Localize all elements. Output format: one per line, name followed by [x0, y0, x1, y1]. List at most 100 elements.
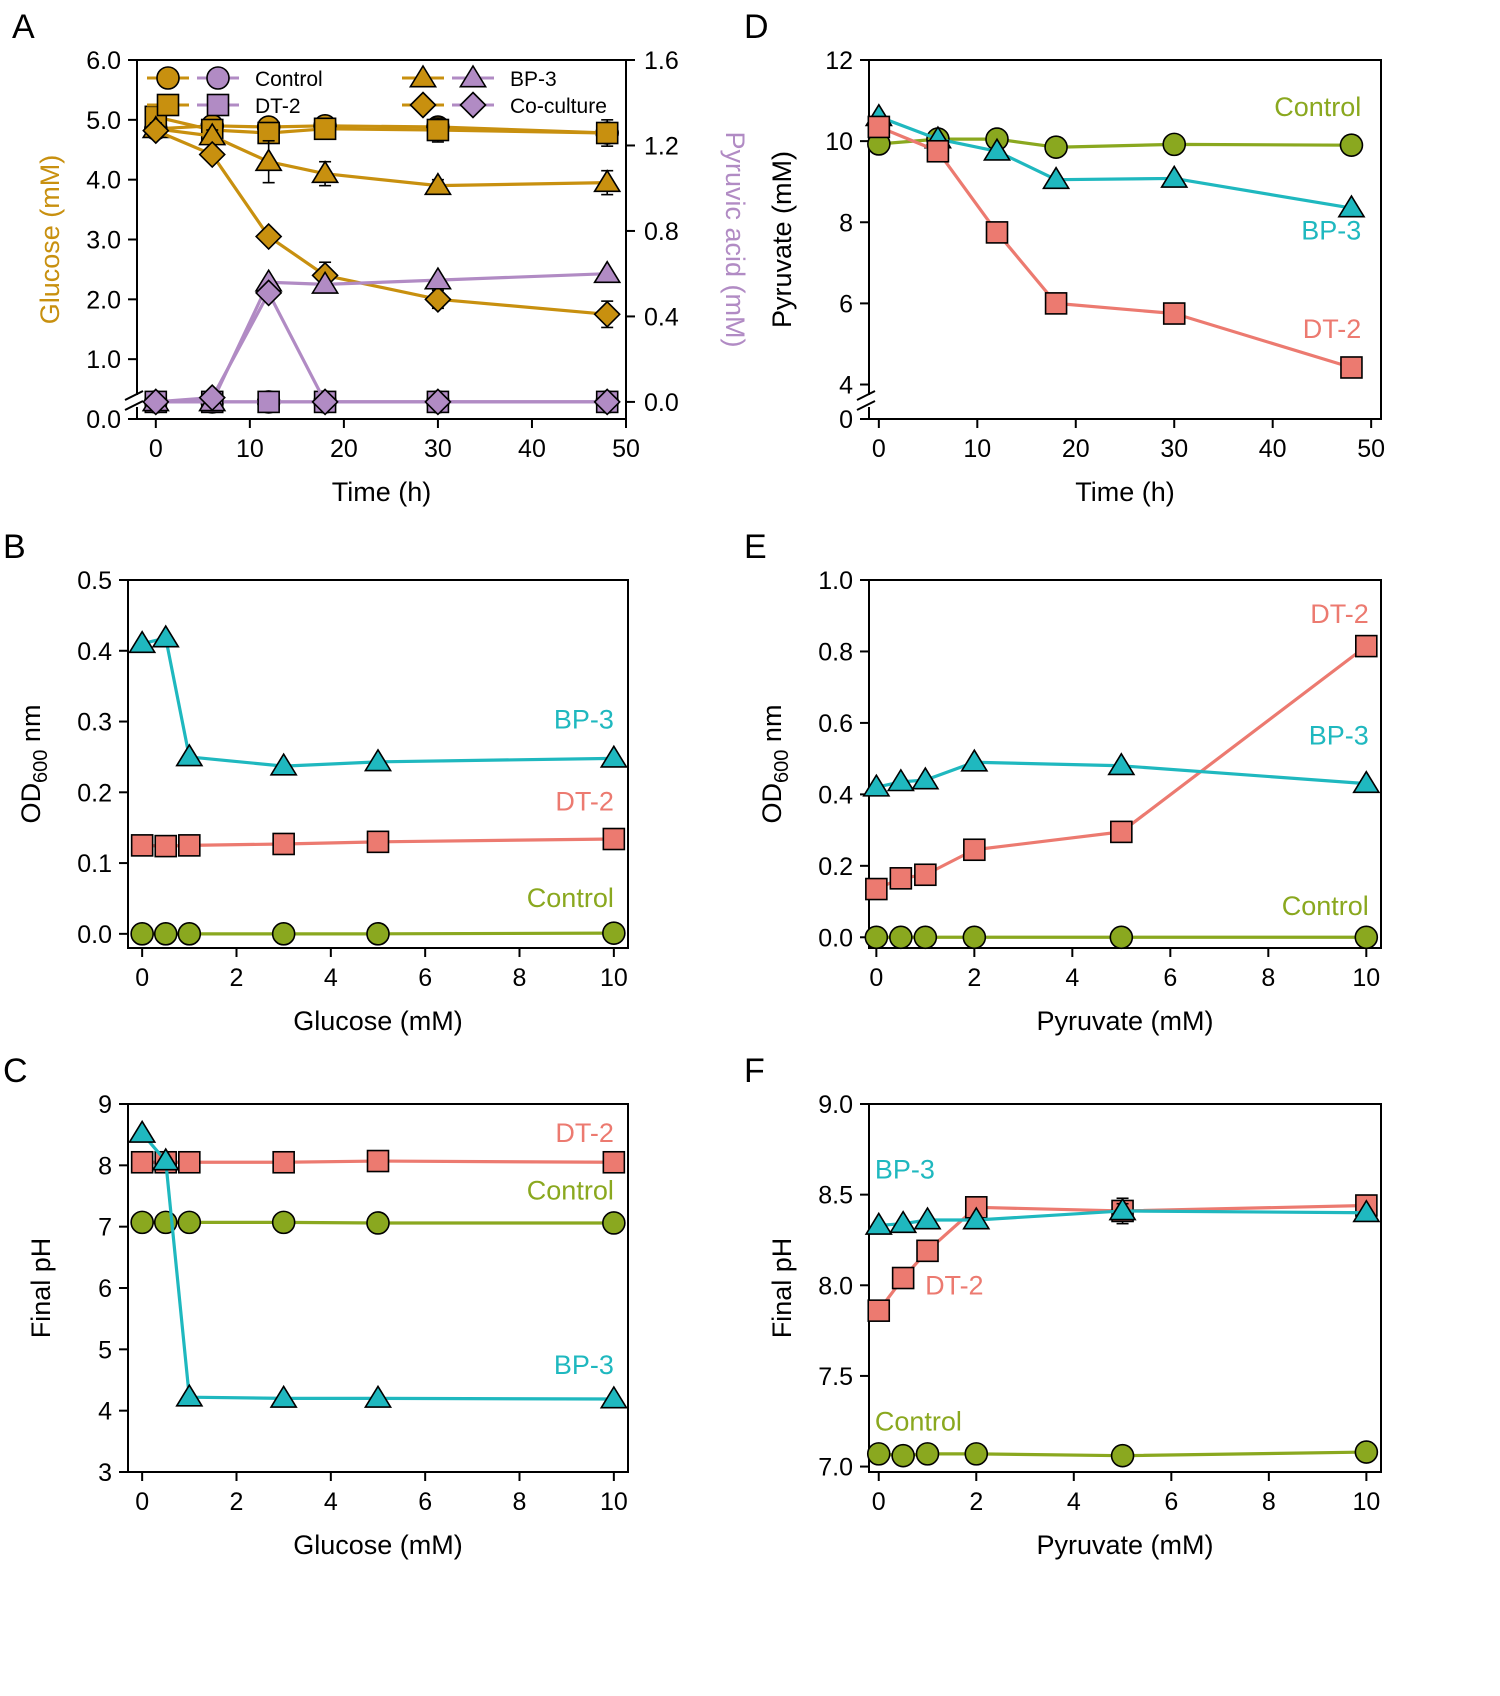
series-label: Control	[1282, 891, 1369, 921]
panel-label: A	[12, 8, 35, 46]
data-point	[982, 137, 1012, 161]
data-point	[198, 383, 226, 412]
panel-f: F 0 2 4 6 8 10 Pyruvate (mM) 7.0 7.5 8.0 8.5 9.0 Fina…	[744, 1052, 1382, 1560]
data-point	[867, 115, 891, 139]
y-tick-label: 0.8	[818, 638, 853, 666]
x-tick-label: 8	[513, 964, 527, 992]
data-point	[889, 1210, 918, 1234]
x-tick-label: 4	[1067, 1488, 1081, 1516]
series-bp-3	[864, 1197, 1381, 1235]
x-tick-label: 20	[1062, 435, 1090, 463]
x-axis-label: Glucose (mM)	[293, 1530, 463, 1560]
data-point	[865, 877, 888, 901]
plot-frame	[868, 1103, 1382, 1473]
y-axis-label: Final pH	[767, 1238, 797, 1339]
series-label: BP-3	[1309, 720, 1369, 750]
data-point	[311, 388, 339, 416]
legend-marker-pyruvic	[206, 93, 230, 117]
x-tick-label: 6	[418, 1488, 432, 1516]
series-bp-3	[128, 1119, 628, 1409]
y-tick-label: 4	[98, 1398, 112, 1426]
data-point	[175, 1383, 204, 1407]
y-tick-label: 2.0	[86, 286, 121, 314]
x-tick-label: 6	[1163, 964, 1177, 992]
y-tick-label: 0.0	[818, 924, 853, 952]
y-tick-label: 0.2	[818, 853, 853, 881]
data-point	[1108, 1197, 1137, 1221]
panel-label: D	[744, 8, 769, 46]
legend-item: DT-2	[147, 93, 301, 118]
data-point	[255, 222, 283, 251]
data-point	[178, 1150, 201, 1174]
x-tick-label: 10	[1352, 1488, 1380, 1516]
data-point	[593, 300, 621, 328]
plot-frame	[868, 59, 1382, 420]
data-point	[366, 922, 390, 946]
data-point	[257, 390, 280, 414]
panel-b: B 0 2 4 6 8 10 Glucose (mM) 0.0 0.1 0.2 0.3 0.4 0.5 OD…	[3, 528, 629, 1036]
data-point	[311, 160, 340, 184]
panel-a: A 0 10 20 30 40 50 Time (h) 0.0 1.0 2.0 3.0 4.0 5.0 6.…	[12, 8, 750, 507]
y-tick-label: 5.0	[86, 107, 121, 135]
y-tick-label: 8	[839, 209, 853, 237]
series-label: DT-2	[1303, 314, 1362, 344]
data-point	[255, 279, 283, 307]
series-co-culture	[142, 279, 621, 416]
data-point	[960, 748, 989, 772]
y-tick-label: 6	[839, 290, 853, 318]
series-line	[140, 1132, 614, 1401]
series-control	[866, 1440, 1379, 1468]
y-tick-label: 0.5	[77, 567, 112, 595]
series-line	[155, 272, 608, 404]
data-point	[177, 922, 202, 946]
data-point	[1110, 1443, 1135, 1468]
legend-item: Control	[147, 66, 323, 91]
data-point	[426, 118, 450, 142]
data-point	[1162, 132, 1187, 157]
data-point	[915, 1442, 940, 1466]
data-point	[595, 121, 619, 145]
series-label: Control	[875, 1406, 962, 1436]
data-point	[424, 388, 452, 416]
data-point	[602, 1211, 626, 1235]
data-point	[366, 1149, 390, 1173]
series-label: DT-2	[555, 787, 614, 817]
y-tick-label: 4	[839, 372, 853, 400]
series-bp-3	[864, 103, 1366, 218]
data-point	[867, 1299, 891, 1322]
data-point	[962, 1206, 991, 1230]
data-point	[1044, 135, 1068, 160]
legend-marker-glucose	[156, 93, 180, 117]
x-tick-label: 0	[149, 435, 163, 463]
data-point	[962, 925, 987, 950]
x-tick-label: 8	[1261, 964, 1275, 992]
data-point	[272, 832, 295, 856]
x-tick-label: 4	[1065, 964, 1079, 992]
axis-break-mark	[124, 390, 144, 401]
y-tick-label: 0	[839, 406, 853, 434]
legend-label: BP-3	[510, 68, 557, 91]
data-point	[963, 838, 986, 862]
series-label: BP-3	[554, 705, 614, 735]
legend-marker-glucose	[408, 64, 438, 88]
panel-label: B	[3, 528, 26, 566]
data-point	[864, 925, 889, 950]
data-point	[1162, 302, 1186, 325]
data-point	[130, 1150, 154, 1174]
x-tick-label: 0	[135, 964, 149, 992]
data-point	[142, 388, 170, 416]
y-tick-label: 7.5	[818, 1363, 853, 1391]
y2-tick-label: 0.4	[644, 303, 679, 331]
data-point	[272, 1150, 295, 1174]
x-tick-label: 0	[872, 1488, 886, 1516]
data-point	[363, 1384, 393, 1408]
x-tick-label: 10	[600, 1488, 628, 1516]
data-point	[862, 773, 891, 797]
y-tick-label: 9	[98, 1091, 112, 1119]
y-tick-label: 0.3	[77, 709, 112, 737]
panel-label: C	[3, 1052, 28, 1090]
y-axis-label-text: OD	[757, 783, 787, 824]
x-tick-label: 10	[1352, 964, 1380, 992]
data-point	[128, 1119, 157, 1143]
data-point	[177, 1210, 202, 1235]
